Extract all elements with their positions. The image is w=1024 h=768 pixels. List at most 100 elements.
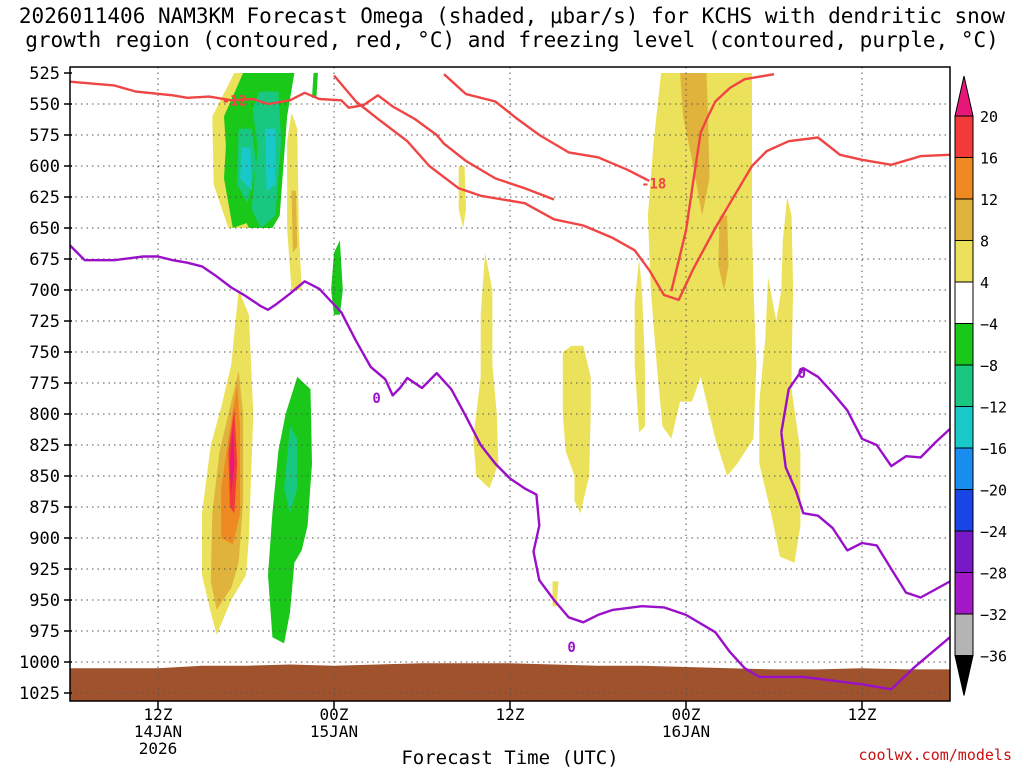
- chart-title: 2026011406 NAM3KM Forecast Omega (shaded…: [0, 4, 1024, 52]
- colorbar-label-5: −4: [980, 316, 998, 334]
- colorbar-label-12: −32: [980, 606, 1007, 624]
- colorbar-cell-0: [954, 115, 974, 158]
- omega-region-18: [284, 426, 298, 514]
- y-tick-label-700: 700: [29, 281, 60, 301]
- line-freezing_0C_lowright: [780, 432, 950, 599]
- colorbar-label-4: 4: [980, 274, 989, 292]
- y-tick-label-900: 900: [29, 529, 60, 549]
- y-tick-label-825: 825: [29, 436, 60, 456]
- y-tick-label-875: 875: [29, 498, 60, 518]
- y-tick-label-850: 850: [29, 467, 60, 487]
- omega-region-9: [291, 190, 298, 253]
- y-tick-label-925: 925: [29, 560, 60, 580]
- colorbar-label-2: 12: [980, 191, 998, 209]
- colorbar-cell-2: [954, 198, 974, 241]
- colorbar-cell-6: [954, 364, 974, 407]
- omega-region-25: [718, 215, 729, 290]
- colorbar-cell-9: [954, 489, 974, 532]
- colorbar-cell-12: [954, 613, 974, 656]
- omega-region-23: [647, 73, 757, 476]
- colorbar: 20 16 12 8 4 −4 −8 −12 −16 −20 −24 −28 −32 −36: [954, 75, 1007, 696]
- line-freezing_0C: [70, 244, 892, 691]
- colorbar-label-11: −28: [980, 565, 1007, 583]
- title-line-1: 2026011406 NAM3KM Forecast Omega (shaded…: [18, 4, 1006, 28]
- y-tick-label-950: 950: [29, 591, 60, 611]
- colorbar-cell-1: [954, 157, 974, 200]
- colorbar-label-9: −20: [980, 482, 1007, 500]
- colorbar-label-3: 8: [980, 233, 989, 251]
- y-tick-label-775: 775: [29, 374, 60, 394]
- colorbar-bottom-triangle: [954, 655, 974, 696]
- colorbar-label-6: −8: [980, 357, 998, 375]
- line-freezing_0C_right: [780, 366, 950, 468]
- gridlines: [70, 67, 950, 701]
- colorbar-label-13: −36: [980, 648, 1007, 666]
- omega-region-7: [312, 73, 318, 98]
- y-tick-label-600: 600: [29, 157, 60, 177]
- colorbar-cell-5: [954, 323, 974, 366]
- x-axis-label: Forecast Time (UTC): [401, 747, 618, 768]
- x-tick-label-36: 12Z: [496, 705, 525, 724]
- y-tick-label-1025: 1025: [19, 684, 60, 704]
- x-tick-label-48: 00Z: [672, 705, 701, 724]
- x-date-label-12: 14JAN: [134, 722, 182, 741]
- omega-shading: [202, 73, 801, 644]
- y-tick-label-550: 550: [29, 95, 60, 115]
- y-tick-label-625: 625: [29, 188, 60, 208]
- contour-labels: -12 -18 0 0 0: [222, 93, 806, 656]
- site-credit: coolwx.com/models: [858, 746, 1012, 764]
- x-tick-label-24: 00Z: [320, 705, 349, 724]
- colorbar-label-7: −12: [980, 399, 1007, 417]
- y-tick-label-1000: 1000: [19, 653, 60, 673]
- omega-region-24: [680, 73, 710, 216]
- colorbar-cell-11: [954, 572, 974, 615]
- y-tick-label-525: 525: [29, 64, 60, 84]
- plot-frame: [69, 66, 951, 702]
- colorbar-cell-7: [954, 406, 974, 449]
- contour-label-4: 0: [798, 366, 806, 382]
- x-tick-label-12: 12Z: [144, 705, 173, 724]
- contour-label-2: 0: [372, 391, 380, 407]
- omega-region-22: [634, 259, 645, 433]
- colorbar-label-10: −24: [980, 523, 1007, 541]
- omega-region-19: [473, 252, 499, 489]
- ground-area: [70, 663, 950, 701]
- ground-layer: [70, 663, 950, 701]
- contour-lines: [70, 73, 950, 691]
- omega-region-27: [759, 277, 801, 563]
- omega-region-6: [265, 128, 276, 191]
- y-tick-label-975: 975: [29, 622, 60, 642]
- contour-label-3: 0: [567, 640, 575, 656]
- x-date-label-48: 16JAN: [662, 722, 710, 741]
- y-tick-label-675: 675: [29, 250, 60, 270]
- y-axis: 525 550 575 600 625 650 675 700 725 750 775 800 825 8…: [19, 64, 72, 704]
- colorbar-top-triangle: [954, 75, 974, 117]
- y-tick-label-575: 575: [29, 126, 60, 146]
- title-line-2: growth region (contoured, red, °C) and f…: [25, 28, 999, 52]
- contour-label-0: -12: [222, 93, 247, 109]
- x-tick-label-60: 12Z: [848, 705, 877, 724]
- line-freezing_0C_bottom: [890, 636, 950, 691]
- x-year-label-12: 2026: [139, 739, 178, 758]
- colorbar-label-1: 16: [980, 150, 998, 168]
- contour-label-1: -18: [641, 176, 666, 192]
- omega-region-16: [229, 426, 235, 495]
- colorbar-label-8: −16: [980, 440, 1007, 458]
- colorbar-cell-10: [954, 530, 974, 573]
- line-dgz_-12C: [70, 80, 555, 201]
- omega-region-5: [240, 147, 252, 191]
- omega-region-20: [562, 345, 591, 514]
- colorbar-label-0: 20: [980, 108, 998, 126]
- colorbar-cell-3: [954, 240, 974, 283]
- x-date-label-24: 15JAN: [310, 722, 358, 741]
- line-dgz_-18C: [333, 74, 950, 302]
- y-tick-label-800: 800: [29, 405, 60, 425]
- omega-region-11: [458, 166, 466, 228]
- colorbar-cell-4: [954, 281, 974, 324]
- colorbar-cell-8: [954, 447, 974, 490]
- line-dgz_-12C_upper: [443, 73, 650, 182]
- line-dgz_-18C_upper: [670, 73, 775, 292]
- y-tick-label-750: 750: [29, 343, 60, 363]
